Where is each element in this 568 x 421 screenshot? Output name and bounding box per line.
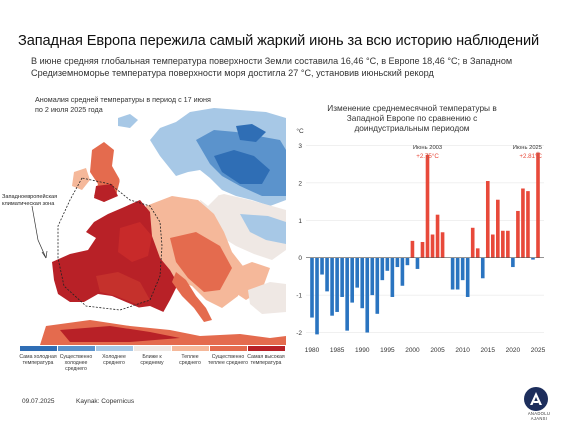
x-tick-label: 2015 — [481, 347, 496, 354]
legend-swatch — [172, 346, 209, 351]
x-tick-label: 2000 — [405, 347, 420, 354]
anadolu-logo-icon — [524, 387, 548, 411]
annotation-title: Июнь 2003 — [413, 145, 442, 151]
bar-2016 — [490, 234, 495, 258]
y-tick-label: 3 — [298, 143, 302, 150]
bar-1992 — [370, 257, 375, 296]
legend-label: Существенно холоднее среднего — [59, 354, 93, 373]
bar-2021 — [516, 210, 520, 258]
bar-2013 — [475, 248, 480, 258]
bar-1981 — [315, 257, 319, 335]
bar-2015 — [485, 181, 490, 258]
bar-1985 — [335, 257, 339, 312]
y-tick-label: 1 — [298, 218, 302, 225]
legend-label: Ближе к среднему — [140, 354, 164, 367]
y-tick-label: -1 — [296, 293, 302, 300]
bar-2011 — [465, 257, 470, 297]
bar-2024 — [531, 257, 535, 260]
bar-2004 — [430, 234, 435, 258]
bar-1986 — [340, 257, 344, 297]
bar-1993 — [375, 257, 380, 314]
bar-1983 — [325, 257, 329, 292]
footer-source: Kaynak: Copernicus — [76, 398, 135, 405]
annotation-title: Июнь 2025 — [513, 145, 542, 151]
bar-2005 — [435, 214, 440, 258]
bar-2009 — [455, 257, 460, 290]
bar-2014 — [480, 257, 485, 279]
y-tick-label: 0 — [298, 255, 302, 262]
legend-swatch — [210, 346, 247, 351]
legend-item: Самая высокая температура — [247, 346, 288, 367]
x-tick-label: 1985 — [330, 347, 345, 354]
bar-2025 — [536, 152, 540, 258]
bar-2012 — [470, 227, 475, 258]
y-tick-label: -2 — [296, 330, 302, 337]
legend-label: Самая высокая температура — [247, 354, 285, 367]
bar-2003 — [425, 154, 430, 258]
bar-2001 — [415, 257, 420, 269]
legend-item: Теплее среднего — [172, 346, 212, 366]
bar-2019 — [506, 230, 510, 258]
bar-2006 — [440, 232, 445, 258]
bar-1995 — [385, 257, 390, 271]
bar-2008 — [450, 257, 455, 290]
bar-2000 — [410, 240, 415, 258]
legend-label: Холоднее среднего — [102, 354, 126, 367]
footer-date: 09.07.2025 — [22, 398, 55, 405]
legend-swatch — [96, 346, 133, 351]
legend-label: Сама холодная температура — [19, 354, 57, 367]
bar-2002 — [420, 241, 425, 258]
bar-1997 — [395, 257, 400, 268]
legend-label: Теплее среднего — [179, 354, 201, 367]
bar-2020 — [511, 257, 515, 268]
x-tick-label: 1995 — [380, 347, 395, 354]
legend-item: Существенно холоднее среднего — [58, 346, 98, 373]
legend-item: Холоднее среднего — [96, 346, 136, 366]
bar-1991 — [365, 257, 370, 333]
annotation-value: +2.75°C — [416, 153, 439, 160]
bar-1987 — [345, 257, 349, 331]
chart-title: Изменение среднемесячной температуры в З… — [327, 103, 497, 133]
y-axis-label: °C — [296, 127, 304, 135]
legend-item: Ближе к среднему — [134, 346, 174, 366]
logo-text: ANADOLU AJANSI — [527, 411, 551, 421]
bar-1982 — [320, 257, 324, 275]
x-tick-label: 2005 — [430, 347, 445, 354]
bar-1999 — [405, 257, 410, 266]
legend-swatch — [58, 346, 95, 351]
bar-2018 — [501, 230, 505, 258]
bar-2010 — [460, 257, 465, 281]
page-title: Западная Европа пережила самый жаркий ию… — [18, 33, 540, 49]
legend-swatch — [20, 346, 57, 351]
map-legend: Сама холодная температура Существенно хол… — [19, 346, 285, 386]
legend-swatch — [134, 346, 171, 351]
x-tick-label: 2025 — [531, 347, 546, 354]
x-tick-label: 2010 — [455, 347, 470, 354]
x-tick-label: 2020 — [506, 347, 521, 354]
bar-1990 — [360, 257, 365, 309]
bar-1984 — [330, 257, 334, 316]
legend-label: Существенно теплее среднего — [208, 354, 248, 367]
bar-1996 — [390, 257, 395, 297]
bar-2023 — [526, 191, 530, 258]
x-tick-label: 1990 — [355, 347, 370, 354]
bar-1989 — [355, 257, 360, 288]
legend-item: Сама холодная температура — [19, 346, 60, 367]
zone-label: Западноевропейская климатическая зона — [2, 194, 58, 207]
bar-2022 — [521, 188, 525, 258]
legend-swatch — [248, 346, 285, 351]
annotation-value: +2.81°C — [519, 153, 542, 160]
legend-item: Существенно теплее среднего — [208, 346, 250, 367]
bar-1994 — [380, 257, 385, 281]
bar-1988 — [350, 257, 354, 303]
page-subtitle: В июне средняя глобальная температура по… — [31, 56, 513, 78]
bar-2017 — [496, 199, 500, 258]
map-title: Аномалия средней температуры в период с … — [35, 95, 211, 114]
y-tick-label: 2 — [298, 180, 302, 187]
bar-1998 — [400, 257, 405, 286]
bar-1980 — [310, 257, 314, 318]
x-tick-label: 1980 — [305, 347, 320, 354]
